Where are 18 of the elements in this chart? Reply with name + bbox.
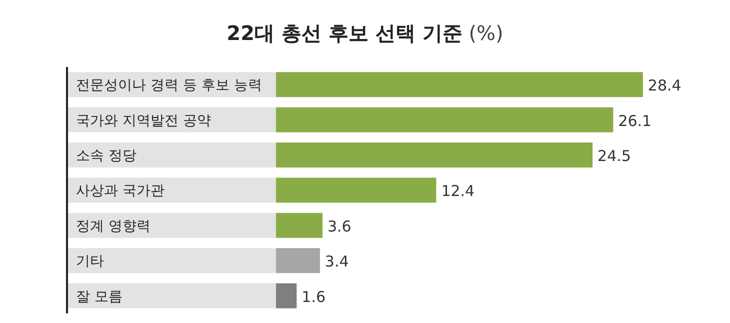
data-label: 3.6 — [328, 217, 352, 236]
y-tick-label: 소속 정당 — [76, 148, 136, 164]
data-label: 26.1 — [618, 112, 652, 130]
data-label: 24.5 — [598, 147, 631, 165]
bar — [276, 248, 320, 274]
data-label: 12.4 — [441, 182, 475, 200]
data-label: 1.6 — [302, 288, 326, 306]
data-label: 28.4 — [648, 76, 682, 95]
bar — [276, 283, 297, 308]
y-tick-label: 정계 영향력 — [76, 218, 150, 234]
y-tick-label: 국가와 지역발전 공약 — [76, 112, 211, 129]
y-tick-label: 잘 모름 — [76, 288, 122, 305]
data-label: 3.4 — [324, 252, 349, 271]
chart-title: 22대 총선 후보 선택 기준 (%) — [226, 21, 504, 45]
y-tick-label: 전문성이나 경력 등 후보 능력 — [76, 78, 262, 94]
bar — [276, 212, 323, 238]
y-tick-label: 기타 — [76, 254, 104, 270]
y-tick-label: 사상과 국가관 — [76, 183, 164, 200]
